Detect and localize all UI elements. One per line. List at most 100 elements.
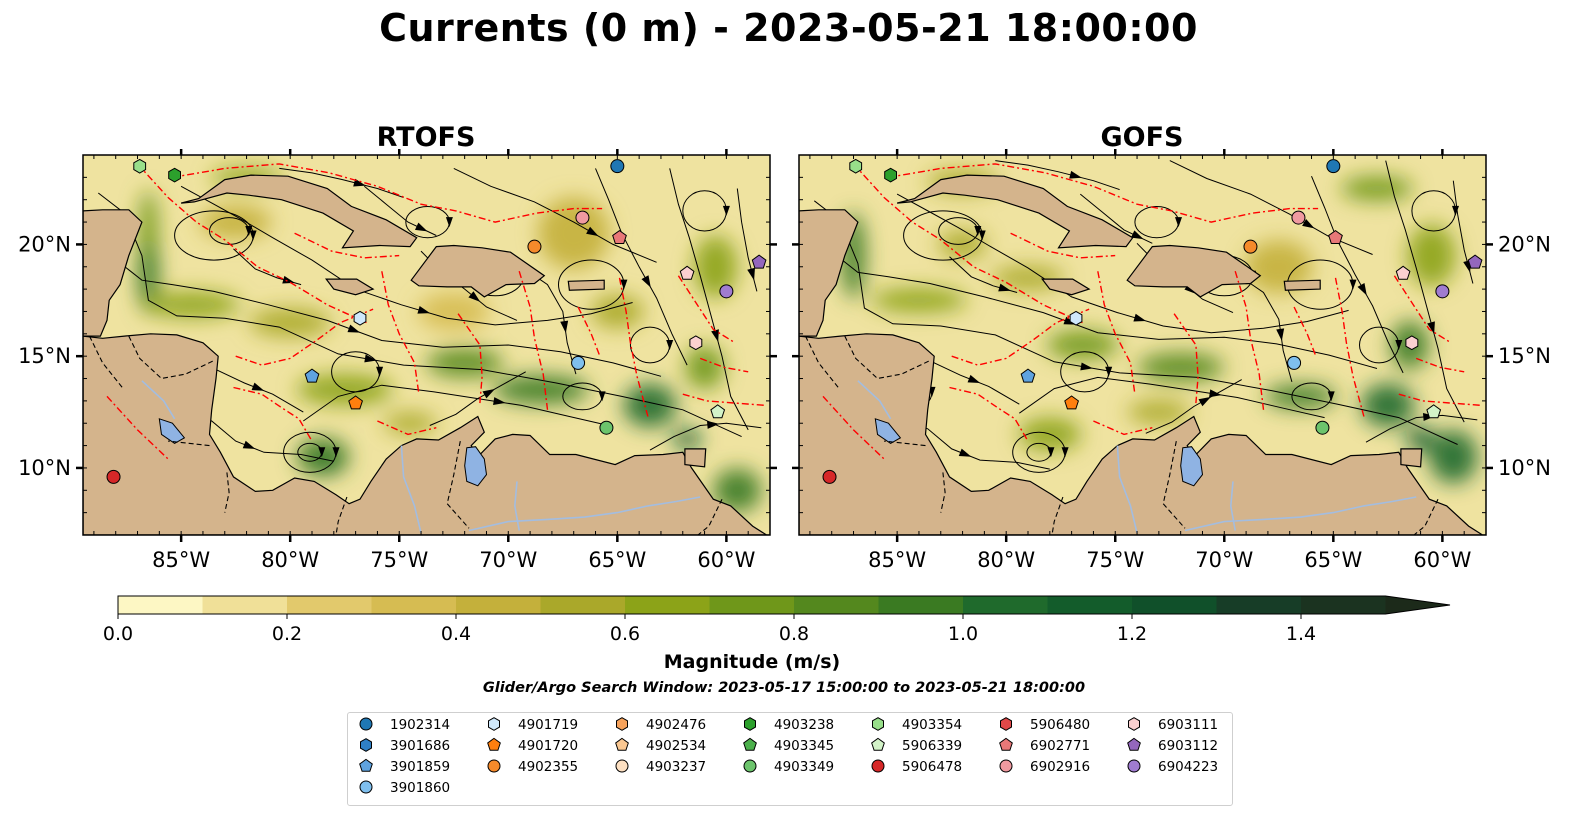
landmass-hispaniola <box>1126 244 1262 298</box>
legend-label: 4901720 <box>518 738 578 754</box>
river <box>1184 496 1417 532</box>
platform-marker-5906339 <box>1426 404 1442 419</box>
platform-marker-4901720 <box>348 395 363 410</box>
platform-marker-4903354 <box>133 158 147 174</box>
legend-label: 4902476 <box>646 717 706 733</box>
legend-marker-4903238 <box>744 717 756 731</box>
flow-direction-arrow <box>1133 313 1147 322</box>
rtofs-map-panel: 85°W 80°W 75°W 70°W 65°W 60°W 10°N 15°N 20°N RTO… <box>18 122 777 572</box>
x-tick-label: 75°W <box>370 548 428 572</box>
map-frame <box>798 154 1487 536</box>
flow-direction-arrow <box>706 420 720 429</box>
legend-marker-6903112 <box>1127 737 1141 751</box>
x-tick-label: 70°W <box>479 548 537 572</box>
colorbar-segment <box>287 596 373 614</box>
speed-field-patch <box>537 197 610 270</box>
country-border <box>446 440 470 529</box>
speed-field-patch <box>1245 240 1313 294</box>
landmass-centralAmerica <box>83 333 770 535</box>
current-streamline <box>1311 176 1404 374</box>
legend-label: 1902314 <box>390 717 450 733</box>
x-tick-label: 60°W <box>1413 548 1471 572</box>
current-streamline <box>896 193 1349 334</box>
colorbar-segment <box>625 596 711 614</box>
flow-direction-arrow <box>245 226 253 236</box>
eez-boundary <box>381 271 420 395</box>
eez-boundary <box>852 163 1083 324</box>
panel-title-rtofs: RTOFS <box>377 122 476 153</box>
eez-boundary <box>1097 271 1136 395</box>
eez-boundary <box>618 277 649 417</box>
landmass-puertoRico <box>1283 279 1321 291</box>
flow-direction-arrow <box>364 354 377 363</box>
speed-field-patch <box>144 291 240 318</box>
speed-field-patch <box>317 458 337 473</box>
landmass-jamaica <box>1040 278 1091 296</box>
platform-marker-1902314 <box>610 159 625 174</box>
speed-field-patch <box>249 308 331 337</box>
figure-title: Currents (0 m) - 2023-05-21 18:00:00 <box>379 6 1198 50</box>
speed-field-patch <box>199 205 272 239</box>
eez-boundary <box>377 420 437 436</box>
legend-marker-3901860 <box>359 780 373 794</box>
flow-direction-arrow <box>1302 218 1315 229</box>
flow-direction-arrow <box>978 230 986 241</box>
legend-marker-4902534 <box>615 737 629 751</box>
current-streamline <box>453 167 657 263</box>
flow-direction-arrow <box>1327 391 1335 402</box>
platform-marker-4901719 <box>353 310 367 326</box>
platform-marker-6904223 <box>1435 284 1450 299</box>
speed-field-patch <box>1137 353 1224 382</box>
colorbar-segment <box>1132 596 1218 614</box>
legend-label: 4903349 <box>774 759 834 775</box>
platform-marker-4903354 <box>849 158 863 174</box>
colorbar-tick-label: 0.2 <box>272 623 302 645</box>
platform-marker-4902355 <box>1243 239 1258 254</box>
current-streamline <box>995 160 1120 191</box>
flow-direction-arrow <box>482 388 495 399</box>
search-window-text: Glider/Argo Search Window: 2023-05-17 15… <box>483 680 1085 696</box>
speed-field-patch <box>871 288 967 313</box>
country-border <box>940 472 946 513</box>
platform-marker-4901720 <box>1064 395 1079 410</box>
y-tick-label: 15°N <box>1498 344 1551 368</box>
flow-direction-arrow <box>1061 447 1069 458</box>
flow-direction-arrow <box>1349 279 1357 290</box>
x-tick-label: 70°W <box>1195 548 1253 572</box>
colorbar-segment <box>794 596 880 614</box>
legend-label: 6902916 <box>1030 759 1090 775</box>
colorbar-tick-label: 0.0 <box>103 623 133 645</box>
flow-direction-arrow <box>1198 396 1211 407</box>
river <box>513 481 520 531</box>
platform-marker-6903112 <box>751 254 767 269</box>
colorbar-tick-label: 1.2 <box>1117 623 1147 645</box>
legend-label: 4903354 <box>902 717 962 733</box>
country-border <box>1051 496 1064 535</box>
flow-direction-arrow <box>998 283 1011 292</box>
flow-direction-arrow <box>620 279 628 290</box>
flow-direction-arrow <box>251 382 265 391</box>
platform-marker-6904223 <box>719 284 734 299</box>
flow-direction-arrow <box>417 305 431 314</box>
flow-direction-arrow <box>445 217 453 228</box>
current-streamline <box>87 230 662 377</box>
flow-direction-arrow <box>468 291 481 302</box>
landmass-yucatan <box>799 209 859 337</box>
platform-marker-3901859 <box>304 368 320 383</box>
flow-direction-arrow <box>560 320 569 334</box>
eez-boundary <box>888 163 1319 223</box>
flow-direction-arrow <box>282 275 295 284</box>
speed-field-patch <box>623 383 677 427</box>
x-tick-label: 65°W <box>588 548 646 572</box>
y-tick-label: 15°N <box>18 344 71 368</box>
speed-field-patch <box>1046 330 1119 360</box>
panel-title-gofs: GOFS <box>1100 122 1183 153</box>
legend-marker-3901686 <box>360 738 372 752</box>
legend-label: 4902355 <box>518 759 578 775</box>
legend-marker-4902355 <box>487 759 501 773</box>
current-streamline <box>595 168 688 366</box>
legend-marker-4901719 <box>488 717 500 731</box>
colorbar-segment <box>202 596 288 614</box>
current-streamline <box>803 222 1378 369</box>
